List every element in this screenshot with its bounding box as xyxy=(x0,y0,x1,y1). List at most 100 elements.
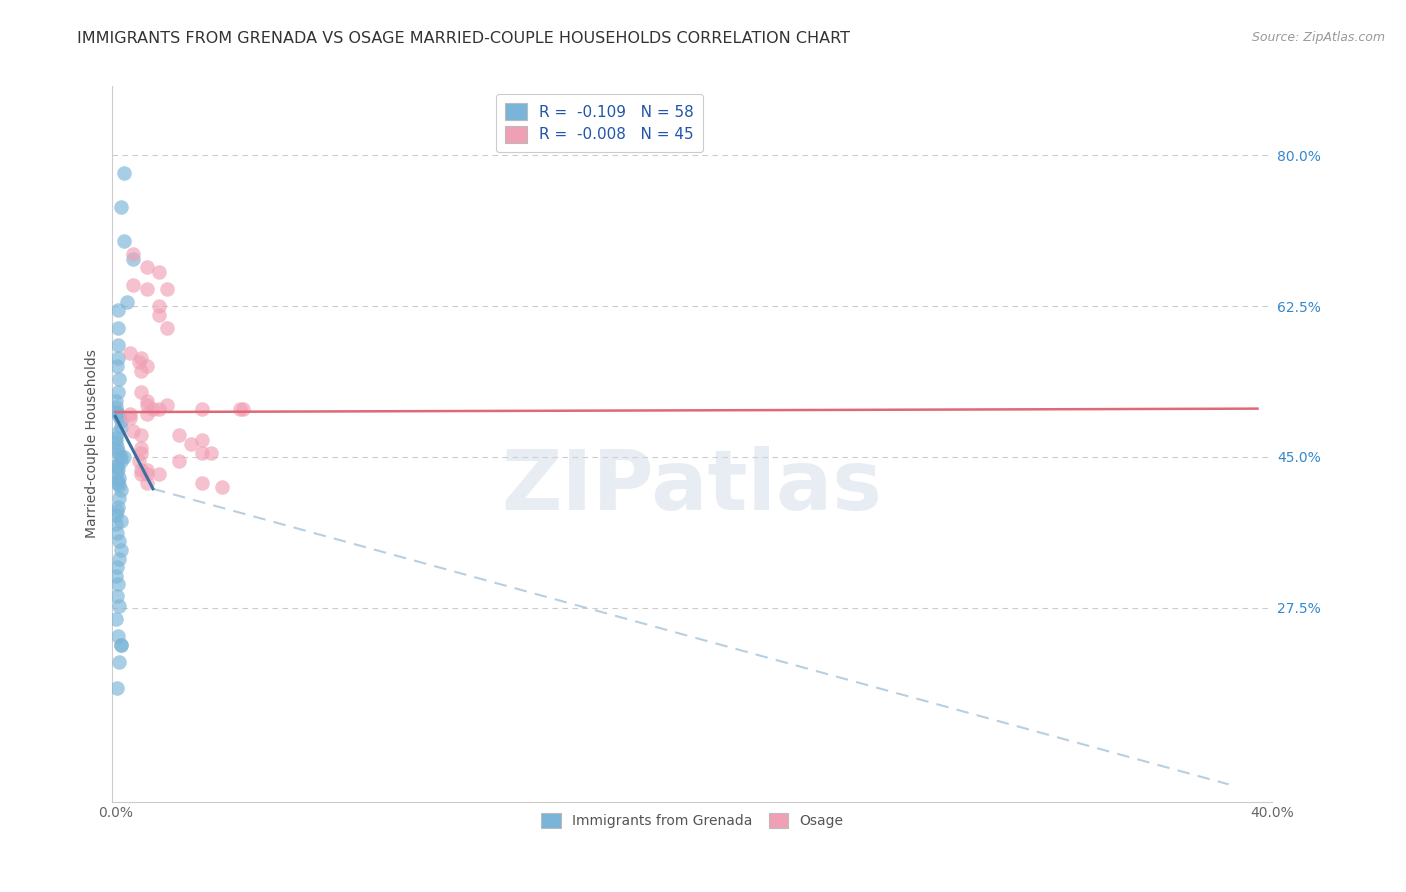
Point xyxy=(107,577,129,591)
Point xyxy=(131,463,153,477)
Point xyxy=(232,402,254,417)
Point xyxy=(136,282,159,296)
Point xyxy=(107,458,129,473)
Point xyxy=(131,442,153,456)
Point xyxy=(110,414,132,428)
Point xyxy=(148,467,170,482)
Point xyxy=(108,599,131,613)
Point xyxy=(156,282,179,296)
Point xyxy=(105,435,128,450)
Point xyxy=(112,165,135,179)
Point xyxy=(128,355,150,369)
Point xyxy=(105,393,128,408)
Point xyxy=(142,402,165,417)
Point xyxy=(131,385,153,400)
Point xyxy=(105,458,128,473)
Point xyxy=(105,425,128,440)
Point xyxy=(148,402,170,417)
Point xyxy=(107,351,129,365)
Point xyxy=(128,454,150,468)
Point xyxy=(107,320,129,334)
Point xyxy=(136,260,159,275)
Point xyxy=(108,534,131,549)
Point xyxy=(110,450,132,464)
Point xyxy=(200,445,222,459)
Text: ZIPatlas: ZIPatlas xyxy=(502,446,883,527)
Point xyxy=(112,235,135,249)
Point xyxy=(110,638,132,652)
Point xyxy=(180,437,202,451)
Point xyxy=(105,359,128,374)
Point xyxy=(156,320,179,334)
Point xyxy=(107,500,129,514)
Point xyxy=(108,655,131,669)
Point xyxy=(136,393,159,408)
Point xyxy=(107,338,129,352)
Point xyxy=(115,294,138,309)
Point xyxy=(136,359,159,374)
Point xyxy=(167,428,190,442)
Point xyxy=(108,372,131,386)
Point xyxy=(105,400,128,414)
Point xyxy=(107,504,129,518)
Point xyxy=(121,277,143,292)
Point xyxy=(107,466,129,480)
Text: IMMIGRANTS FROM GRENADA VS OSAGE MARRIED-COUPLE HOUSEHOLDS CORRELATION CHART: IMMIGRANTS FROM GRENADA VS OSAGE MARRIED… xyxy=(77,31,851,46)
Point xyxy=(107,681,129,695)
Point xyxy=(108,478,131,492)
Point xyxy=(110,483,132,497)
Point xyxy=(136,398,159,412)
Point xyxy=(148,265,170,279)
Point xyxy=(131,467,153,482)
Point xyxy=(107,629,129,643)
Point xyxy=(131,445,153,459)
Point xyxy=(105,440,128,454)
Point xyxy=(107,475,129,490)
Point xyxy=(156,398,179,412)
Point xyxy=(108,491,131,506)
Point xyxy=(105,431,128,445)
Point xyxy=(121,252,143,266)
Point xyxy=(110,514,132,528)
Point xyxy=(167,454,190,468)
Point xyxy=(107,462,129,476)
Point xyxy=(107,525,129,540)
Point xyxy=(136,463,159,477)
Legend: Immigrants from Grenada, Osage: Immigrants from Grenada, Osage xyxy=(536,807,849,834)
Point xyxy=(118,407,141,421)
Point xyxy=(136,407,159,421)
Point xyxy=(191,445,214,459)
Point xyxy=(107,560,129,574)
Point xyxy=(107,303,129,318)
Point xyxy=(105,405,128,419)
Point xyxy=(191,433,214,447)
Point xyxy=(136,475,159,490)
Point xyxy=(110,638,132,652)
Point xyxy=(228,402,250,417)
Point xyxy=(112,450,135,464)
Point xyxy=(107,443,129,458)
Point xyxy=(121,424,143,438)
Point xyxy=(107,385,129,400)
Point xyxy=(108,448,131,462)
Point xyxy=(107,407,129,421)
Point xyxy=(148,308,170,322)
Text: Source: ZipAtlas.com: Source: ZipAtlas.com xyxy=(1251,31,1385,45)
Y-axis label: Married-couple Households: Married-couple Households xyxy=(86,350,100,539)
Point xyxy=(148,299,170,313)
Point xyxy=(136,467,159,482)
Point xyxy=(191,402,214,417)
Point xyxy=(110,543,132,558)
Point xyxy=(131,428,153,442)
Point xyxy=(131,351,153,365)
Point xyxy=(108,551,131,566)
Point xyxy=(105,508,128,523)
Point xyxy=(211,480,233,494)
Point xyxy=(105,569,128,583)
Point xyxy=(118,411,141,425)
Point xyxy=(118,346,141,360)
Point xyxy=(107,474,129,488)
Point xyxy=(110,200,132,214)
Point xyxy=(131,364,153,378)
Point xyxy=(191,475,214,490)
